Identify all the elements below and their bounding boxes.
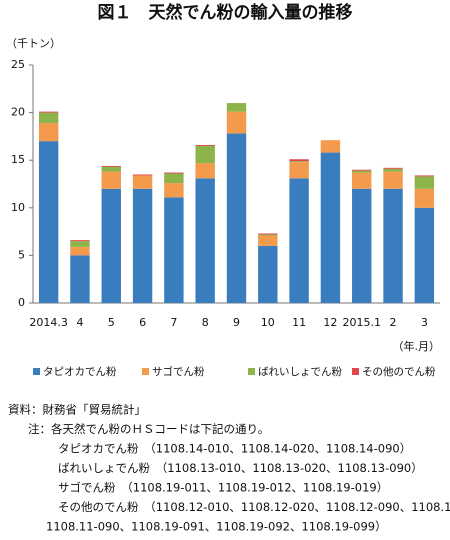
bar-segment <box>258 234 278 236</box>
y-tick-label: 10 <box>11 201 25 214</box>
bar-segment <box>226 103 247 112</box>
bar-segment <box>289 161 309 163</box>
bar-segment <box>195 144 215 146</box>
bar-segment <box>70 241 90 247</box>
x-tick-label: 11 <box>292 316 306 329</box>
x-tick-label: 2015.1 <box>342 316 381 329</box>
bar-segment <box>352 172 372 189</box>
bar-segment <box>164 172 184 174</box>
x-unit: （年.月） <box>393 339 441 353</box>
legend-label: ばれいしょでん粉 <box>258 365 342 378</box>
bar-segment <box>414 175 435 177</box>
bar-segment <box>164 173 184 184</box>
note-line: ばれいしょでん粉 （1108.13-010、1108.13-020、1108.1… <box>58 461 423 475</box>
bar-segment <box>164 197 184 303</box>
bar-segment <box>289 159 309 162</box>
bar-segment <box>320 152 341 303</box>
x-tick-label: 2 <box>390 316 397 329</box>
note-line: その他のでん粉 （1108.12-010、1108.12-020、1108.12… <box>58 500 450 514</box>
x-tick-label: 7 <box>170 316 177 329</box>
bar-segment <box>195 145 215 164</box>
bar-segment <box>414 176 435 189</box>
x-tick-label: 10 <box>261 316 275 329</box>
x-tick-label: 3 <box>421 316 428 329</box>
note-line: 資料：財務省「貿易統計」 <box>8 403 146 417</box>
bar-segment <box>70 246 90 256</box>
bar-segment <box>195 178 215 303</box>
x-tick-label: 6 <box>139 316 146 329</box>
legend-swatch <box>142 368 149 375</box>
bar-segment <box>101 166 121 172</box>
y-tick-label: 5 <box>18 248 25 261</box>
x-tick-label: 8 <box>202 316 209 329</box>
legend-label: その他のでん粉 <box>362 365 436 378</box>
y-tick-label: 15 <box>11 153 25 166</box>
legend-swatch <box>352 368 359 375</box>
legend-label: タピオカでん粉 <box>43 365 117 378</box>
bar-segment <box>414 188 435 208</box>
note-line: 1108.11-090、1108.19-091、1108.19-092、1108… <box>46 520 387 534</box>
x-tick-label: 12 <box>323 316 337 329</box>
bar-segment <box>132 175 153 189</box>
bar-segment <box>414 207 435 303</box>
legend-label: サゴでん粉 <box>152 365 205 378</box>
bar-segment <box>38 112 59 124</box>
bar-segment <box>70 255 90 303</box>
note-line: タピオカでん粉 （1108.14-010、1108.14-020、1108.14… <box>58 442 411 456</box>
x-tick-label: 4 <box>76 316 83 329</box>
bar-segment <box>195 163 215 179</box>
bar-segment <box>289 178 309 303</box>
bar-segment <box>70 240 90 242</box>
bar-segment <box>258 235 278 246</box>
bar-segment <box>258 233 278 235</box>
bar-segment <box>132 174 153 176</box>
bar-segment <box>258 245 278 303</box>
bar-segment <box>383 168 403 172</box>
bar-segment <box>101 171 121 189</box>
bar-segment <box>352 188 372 303</box>
bar-segment <box>352 169 372 171</box>
x-tick-label: 5 <box>108 316 115 329</box>
bar-segment <box>383 171 403 189</box>
y-tick-label: 25 <box>11 58 25 71</box>
y-unit: （千トン） <box>6 37 61 50</box>
y-tick-label: 0 <box>18 296 25 309</box>
bar-segment <box>352 170 372 173</box>
legend-swatch <box>33 368 40 375</box>
note-line: 注：各天然でん粉のＨＳコードは下記の通り。 <box>28 422 269 436</box>
bar-segment <box>38 141 59 303</box>
bar-segment <box>226 133 247 303</box>
bar-segment <box>164 183 184 198</box>
bar-segment <box>226 111 247 134</box>
bar-segment <box>383 167 403 169</box>
chart-title: 図１ 天然でん粉の輸入量の推移 <box>98 2 353 23</box>
x-tick-label: 2014.3 <box>29 316 68 329</box>
y-tick-label: 20 <box>11 106 25 119</box>
bar-segment <box>38 123 59 142</box>
bar-segment <box>132 188 153 303</box>
bar-segment <box>101 165 121 167</box>
note-line: サゴでん粉 （1108.19-011、1108.19-012、1108.19-0… <box>58 481 388 495</box>
x-tick-label: 9 <box>233 316 240 329</box>
bar-segment <box>289 162 309 179</box>
legend-swatch <box>248 368 255 375</box>
bar-segment <box>383 188 403 303</box>
bar-segment <box>38 111 59 113</box>
bar-segment <box>101 188 121 303</box>
bar-segment <box>320 140 341 153</box>
